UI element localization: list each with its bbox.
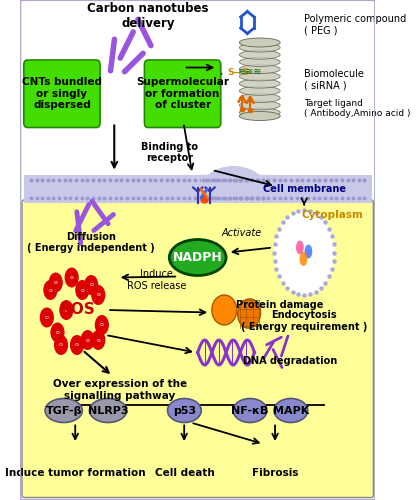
Bar bbox=[24, 175, 372, 203]
Ellipse shape bbox=[304, 244, 312, 258]
Circle shape bbox=[95, 315, 109, 335]
Text: Binding to
receptor: Binding to receptor bbox=[141, 142, 198, 164]
Text: Diffusion
( Energy independent ): Diffusion ( Energy independent ) bbox=[28, 232, 155, 254]
Ellipse shape bbox=[168, 398, 201, 422]
Ellipse shape bbox=[239, 108, 280, 117]
Ellipse shape bbox=[239, 94, 280, 102]
Text: Cytoplasm: Cytoplasm bbox=[301, 210, 364, 220]
Circle shape bbox=[274, 210, 334, 295]
Text: NADPH: NADPH bbox=[173, 251, 223, 264]
Text: Biomolecule
( siRNA ): Biomolecule ( siRNA ) bbox=[304, 69, 364, 90]
Text: Carbon nanotubes
delivery: Carbon nanotubes delivery bbox=[87, 2, 209, 30]
Text: Polymeric compound
( PEG ): Polymeric compound ( PEG ) bbox=[304, 14, 407, 36]
Text: o: o bbox=[48, 288, 52, 292]
Circle shape bbox=[49, 272, 63, 292]
Text: MAPK: MAPK bbox=[273, 406, 309, 415]
Ellipse shape bbox=[239, 38, 280, 47]
Circle shape bbox=[43, 280, 58, 300]
Circle shape bbox=[40, 308, 54, 328]
FancyBboxPatch shape bbox=[22, 200, 373, 498]
Text: o: o bbox=[59, 342, 63, 347]
Ellipse shape bbox=[238, 299, 261, 328]
Bar bbox=[20, 0, 375, 175]
Text: o: o bbox=[86, 338, 90, 342]
Ellipse shape bbox=[239, 43, 280, 52]
Ellipse shape bbox=[299, 252, 307, 266]
Text: o: o bbox=[80, 288, 84, 292]
Circle shape bbox=[75, 280, 89, 300]
Ellipse shape bbox=[239, 72, 280, 81]
Text: ROS: ROS bbox=[59, 302, 95, 318]
Text: o: o bbox=[100, 322, 104, 328]
Text: Supermolecular
or formation
of cluster: Supermolecular or formation of cluster bbox=[136, 77, 229, 110]
Circle shape bbox=[59, 300, 73, 320]
Text: Cell death: Cell death bbox=[155, 468, 214, 477]
Text: o: o bbox=[89, 282, 93, 288]
Text: DNA degradation: DNA degradation bbox=[243, 356, 337, 366]
Ellipse shape bbox=[239, 101, 280, 110]
Text: Endocytosis
( Energy requirement ): Endocytosis ( Energy requirement ) bbox=[241, 310, 367, 332]
Ellipse shape bbox=[212, 295, 237, 325]
FancyBboxPatch shape bbox=[144, 60, 221, 128]
Text: o: o bbox=[64, 308, 68, 312]
Circle shape bbox=[91, 330, 106, 350]
Text: CNTs bundled
or singly
dispersed: CNTs bundled or singly dispersed bbox=[22, 77, 102, 110]
Text: Protein damage: Protein damage bbox=[236, 300, 323, 310]
Ellipse shape bbox=[233, 398, 267, 422]
Text: NLRP3: NLRP3 bbox=[88, 406, 128, 415]
FancyBboxPatch shape bbox=[24, 60, 100, 128]
Ellipse shape bbox=[239, 58, 280, 66]
Text: o: o bbox=[45, 315, 49, 320]
Text: o: o bbox=[55, 330, 60, 335]
Circle shape bbox=[65, 268, 79, 287]
Ellipse shape bbox=[239, 86, 280, 96]
Ellipse shape bbox=[239, 50, 280, 59]
Circle shape bbox=[54, 335, 68, 355]
Circle shape bbox=[91, 285, 106, 305]
Ellipse shape bbox=[45, 398, 82, 422]
Text: Over expression of the
signalling pathway: Over expression of the signalling pathwa… bbox=[53, 379, 187, 401]
Ellipse shape bbox=[239, 112, 280, 120]
Text: Induce tumor formation: Induce tumor formation bbox=[5, 468, 146, 477]
Text: ≋≋≋: ≋≋≋ bbox=[238, 67, 262, 77]
Text: Cell membrane: Cell membrane bbox=[263, 184, 346, 194]
Ellipse shape bbox=[296, 240, 304, 254]
Text: o: o bbox=[70, 275, 74, 280]
Text: o: o bbox=[54, 280, 58, 285]
Text: Fibrosis: Fibrosis bbox=[252, 468, 298, 477]
Text: TGF-β: TGF-β bbox=[45, 406, 82, 415]
Text: Induce
ROS release: Induce ROS release bbox=[127, 269, 186, 291]
Ellipse shape bbox=[239, 79, 280, 88]
Ellipse shape bbox=[274, 398, 308, 422]
Text: Target ligand
( Antibody,Amino acid ): Target ligand ( Antibody,Amino acid ) bbox=[304, 98, 411, 118]
Ellipse shape bbox=[239, 64, 280, 74]
Circle shape bbox=[50, 322, 65, 342]
Ellipse shape bbox=[169, 240, 226, 276]
Text: Activate: Activate bbox=[222, 228, 262, 237]
Text: p53: p53 bbox=[173, 406, 196, 415]
Ellipse shape bbox=[89, 398, 127, 422]
Circle shape bbox=[84, 275, 98, 295]
Text: o: o bbox=[96, 292, 100, 298]
Text: S—S: S—S bbox=[228, 68, 249, 77]
Text: o: o bbox=[96, 338, 100, 342]
Text: NF-κB: NF-κB bbox=[231, 406, 269, 415]
Circle shape bbox=[80, 330, 95, 350]
Circle shape bbox=[70, 335, 84, 355]
Text: o: o bbox=[75, 342, 79, 347]
